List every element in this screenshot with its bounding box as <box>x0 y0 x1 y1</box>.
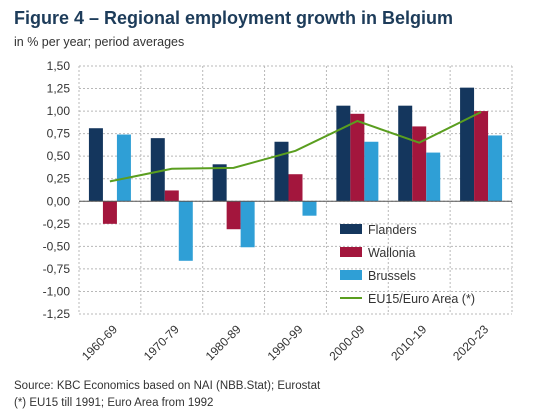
y-tick-label: -0,75 <box>43 262 71 276</box>
y-tick-label: 0,75 <box>47 127 71 141</box>
bar-wallonia-1970-79 <box>164 190 179 202</box>
bar-brussels-1970-79 <box>178 201 193 261</box>
bar-wallonia-1980-89 <box>226 201 241 230</box>
footnote: (*) EU15 till 1991; Euro Area from 1992 <box>14 397 214 409</box>
legend: Flanders Wallonia Brussels EU15/Euro Area (… <box>340 223 475 306</box>
x-tick-label: 2020-23 <box>450 322 491 363</box>
x-tick-label: 2000-09 <box>326 322 367 363</box>
bar-wallonia-2000-09 <box>350 113 365 202</box>
bar-flanders-1960-69 <box>88 128 103 202</box>
bar-flanders-2010-19 <box>398 105 413 202</box>
y-tick-label: 1,00 <box>47 104 71 118</box>
legend-swatch-wallonia <box>340 247 362 257</box>
bar-flanders-1980-89 <box>212 164 227 202</box>
y-tick-label: -0,50 <box>43 239 71 253</box>
bar-wallonia-2020-23 <box>474 111 489 202</box>
legend-swatch-flanders <box>340 224 362 234</box>
y-tick-label: -0,25 <box>43 217 71 231</box>
y-tick-label: 1,50 <box>47 59 71 73</box>
y-tick-label: 0,25 <box>47 172 71 186</box>
bar-flanders-2020-23 <box>460 87 475 202</box>
bar-wallonia-1990-99 <box>288 174 303 202</box>
legend-label-eu15-euro-area: EU15/Euro Area (*) <box>368 292 475 306</box>
bar-brussels-1960-69 <box>116 134 131 202</box>
source-note: Source: KBC Economics based on NAI (NBB.… <box>14 380 321 392</box>
bar-brussels-2000-09 <box>364 141 379 202</box>
x-tick-label: 1990-99 <box>265 322 306 363</box>
legend-label-wallonia: Wallonia <box>368 246 416 260</box>
bars <box>88 87 503 261</box>
y-tick-label: -1,00 <box>43 284 71 298</box>
legend-swatch-brussels <box>340 270 362 280</box>
y-tick-label: 0,00 <box>47 194 71 208</box>
eu-line <box>109 111 482 183</box>
x-axis-ticks: 1960-69 1970-79 1980-89 1990-99 2000-09 2010-… <box>79 322 491 363</box>
y-axis-ticks: 1,50 1,25 1,00 0,75 0,50 0,25 0,00 -0,25 -0,50 -0… <box>43 59 71 321</box>
bar-brussels-2010-19 <box>426 152 441 202</box>
y-tick-label: -1,25 <box>43 307 71 321</box>
y-tick-label: 1,25 <box>47 82 71 96</box>
chart-title: Figure 4 – Regional employment growth in… <box>14 8 454 28</box>
x-tick-label: 2010-19 <box>388 322 429 363</box>
chart-subtitle: in % per year; period averages <box>14 35 185 49</box>
bar-brussels-1990-99 <box>302 201 317 216</box>
eu15-euro-area-line <box>109 111 482 183</box>
x-tick-label: 1980-89 <box>203 322 244 363</box>
bar-wallonia-2010-19 <box>412 126 427 202</box>
bar-brussels-1980-89 <box>240 201 255 248</box>
x-tick-label: 1970-79 <box>141 322 182 363</box>
bar-brussels-2020-23 <box>488 135 503 202</box>
bar-flanders-1990-99 <box>274 141 289 202</box>
legend-label-brussels: Brussels <box>368 269 416 283</box>
x-tick-label: 1960-69 <box>79 322 120 363</box>
bar-wallonia-1960-69 <box>102 201 117 224</box>
bar-flanders-1970-79 <box>150 138 165 202</box>
y-tick-label: 0,50 <box>47 149 71 163</box>
legend-label-flanders: Flanders <box>368 223 417 237</box>
bar-flanders-2000-09 <box>336 105 351 202</box>
